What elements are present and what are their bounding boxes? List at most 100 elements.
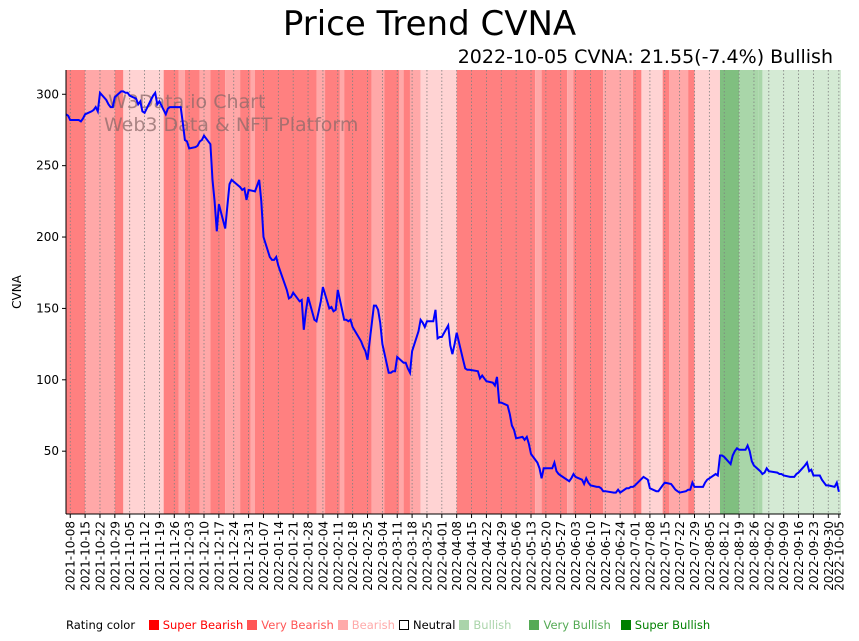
x-tick-label: 2022-03-04 bbox=[376, 521, 390, 591]
x-tick-label: 2022-07-22 bbox=[673, 521, 687, 591]
x-tick-label: 2022-06-03 bbox=[569, 521, 583, 591]
watermark-line-1: W3Data.io Chart bbox=[108, 91, 265, 113]
legend-item: Super Bullish bbox=[620, 618, 711, 632]
rating-band bbox=[99, 70, 115, 514]
x-tick-label: 2022-02-25 bbox=[361, 521, 375, 591]
legend-item: Super Bearish bbox=[148, 618, 243, 632]
rating-band bbox=[225, 70, 241, 514]
x-tick-label: 2022-07-15 bbox=[658, 521, 672, 591]
x-tick-label: 2022-04-22 bbox=[480, 521, 494, 591]
x-axis-ticks: 2021-10-08 2021-10-15 2021-10-22 2021-10-29… bbox=[64, 514, 846, 591]
y-tick-label: 50 bbox=[44, 444, 59, 458]
legend-swatch-icon bbox=[337, 620, 348, 630]
legend-item: Bullish bbox=[459, 618, 511, 632]
rating-band bbox=[114, 70, 124, 514]
legend-item-label: Bullish bbox=[473, 618, 512, 632]
rating-band bbox=[694, 70, 720, 514]
x-tick-label: 2022-07-01 bbox=[629, 521, 643, 591]
rating-band bbox=[240, 70, 251, 514]
rating-band bbox=[210, 70, 226, 514]
x-tick-label: 2022-07-29 bbox=[688, 521, 702, 591]
x-tick-label: 2022-05-20 bbox=[539, 521, 553, 591]
rating-band bbox=[316, 70, 326, 514]
legend-item-label: Very Bullish bbox=[543, 618, 611, 632]
y-tick-label: 100 bbox=[36, 373, 59, 387]
x-tick-label: 2021-11-12 bbox=[138, 521, 152, 591]
x-tick-label: 2021-11-26 bbox=[168, 521, 182, 591]
x-tick-label: 2022-09-30 bbox=[822, 521, 836, 591]
rating-band bbox=[163, 70, 179, 514]
x-tick-label: 2021-12-24 bbox=[227, 521, 241, 591]
legend-item: Very Bullish bbox=[529, 618, 611, 632]
rating-band bbox=[669, 70, 689, 514]
y-axis-label: CVNA bbox=[10, 274, 24, 309]
x-tick-label: 2021-10-22 bbox=[93, 521, 107, 591]
rating-band bbox=[662, 70, 670, 514]
rating-band bbox=[573, 70, 604, 514]
rating-band bbox=[632, 70, 642, 514]
legend-item: Bearish bbox=[337, 618, 395, 632]
price-line bbox=[65, 90, 840, 494]
rating-band bbox=[325, 70, 340, 514]
rating-band bbox=[603, 70, 633, 514]
rating-band bbox=[409, 70, 421, 514]
x-tick-label: 2022-09-23 bbox=[807, 521, 821, 591]
x-tick-label: 2022-08-12 bbox=[718, 521, 732, 591]
x-tick-label: 2022-05-13 bbox=[525, 521, 539, 591]
x-tick-label: 2021-12-31 bbox=[242, 521, 256, 591]
x-tick-label: 2022-02-04 bbox=[316, 521, 330, 591]
legend-swatch-icon bbox=[148, 620, 159, 630]
rating-band bbox=[339, 70, 345, 514]
legend-swatch-icon bbox=[247, 620, 258, 630]
y-tick-label: 200 bbox=[36, 230, 59, 244]
rating-band bbox=[384, 70, 400, 514]
rating-band bbox=[420, 70, 457, 514]
rating-band bbox=[403, 70, 410, 514]
x-tick-label: 2022-10-05 bbox=[832, 521, 846, 591]
rating-band bbox=[758, 70, 763, 514]
x-tick-label: 2022-06-17 bbox=[599, 521, 613, 591]
legend-swatch-icon bbox=[459, 620, 470, 630]
y-axis-ticks: 50 100 150 200 250 300 bbox=[36, 87, 66, 458]
x-tick-label: 2022-07-08 bbox=[643, 521, 657, 591]
rating-band bbox=[567, 70, 574, 514]
rating-band bbox=[66, 70, 86, 514]
rating-band bbox=[254, 70, 317, 514]
x-tick-label: 2022-03-25 bbox=[420, 521, 434, 591]
y-tick-label: 150 bbox=[36, 301, 59, 315]
x-tick-label: 2021-11-05 bbox=[123, 521, 137, 591]
x-tick-label: 2022-04-08 bbox=[450, 521, 464, 591]
legend-item: Very Bearish bbox=[247, 618, 334, 632]
rating-band bbox=[541, 70, 568, 514]
x-tick-label: 2022-06-10 bbox=[584, 521, 598, 591]
axes bbox=[65, 70, 841, 515]
rating-band bbox=[688, 70, 695, 514]
rating-bands bbox=[66, 70, 841, 514]
x-tick-label: 2022-08-26 bbox=[747, 521, 761, 591]
rating-band bbox=[719, 70, 740, 514]
rating-band bbox=[641, 70, 663, 514]
legend-item: Neutral bbox=[398, 618, 455, 632]
x-tick-label: 2022-09-16 bbox=[792, 521, 806, 591]
x-tick-label: 2022-01-28 bbox=[302, 521, 316, 591]
x-tick-label: 2021-12-10 bbox=[198, 521, 212, 591]
rating-band bbox=[199, 70, 211, 514]
x-tick-label: 2021-12-03 bbox=[183, 521, 197, 591]
rating-band bbox=[184, 70, 200, 514]
legend-item-label: Super Bullish bbox=[634, 618, 711, 632]
x-tick-label: 2022-01-14 bbox=[272, 521, 286, 591]
legend-swatch-icon bbox=[529, 620, 540, 630]
rating-band bbox=[178, 70, 185, 514]
x-tick-label: 2021-10-08 bbox=[64, 521, 78, 591]
rating-band bbox=[535, 70, 542, 514]
legend-swatch-icon bbox=[398, 620, 409, 630]
chart-title: Price Trend CVNA bbox=[282, 4, 577, 44]
chart-subtitle: 2022-10-05 CVNA: 21.55(-7.4%) Bullish bbox=[457, 46, 833, 68]
x-tick-label: 2022-01-07 bbox=[257, 521, 271, 591]
rating-band bbox=[739, 70, 759, 514]
x-tick-label: 2022-06-24 bbox=[614, 521, 628, 591]
x-tick-label: 2022-05-06 bbox=[510, 521, 524, 591]
x-tick-label: 2021-10-15 bbox=[79, 521, 93, 591]
legend-item-label: Bearish bbox=[351, 618, 395, 632]
